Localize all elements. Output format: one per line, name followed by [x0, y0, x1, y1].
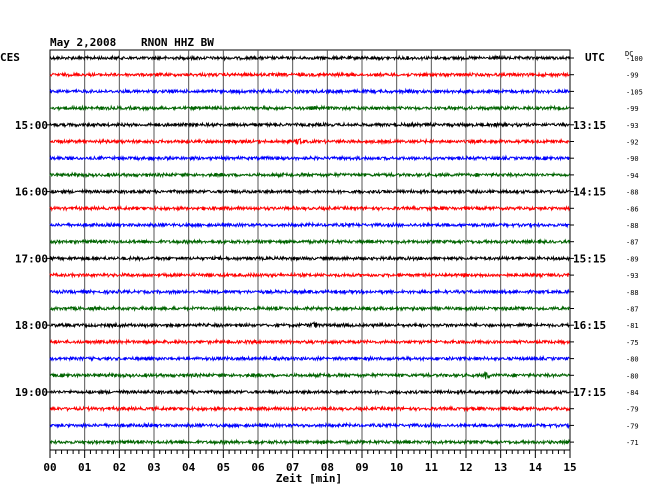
- trace-row: [49, 371, 571, 380]
- x-tick-label: 13: [494, 461, 507, 474]
- right-time-label: 16:15: [573, 319, 606, 332]
- dc-offset-label: -93: [626, 272, 639, 280]
- x-tick-label: 07: [286, 461, 299, 474]
- right-time-label: 13:15: [573, 119, 606, 132]
- trace-row: [49, 137, 570, 146]
- x-tick-label: 04: [182, 461, 196, 474]
- dc-offset-label: -80: [626, 372, 639, 380]
- left-time-label: 16:00: [15, 186, 48, 199]
- trace-row: [49, 338, 571, 346]
- grid-layer: [46, 49, 574, 458]
- trace-row: [49, 254, 571, 263]
- dc-offset-label: -71: [626, 439, 639, 447]
- trace-row: [49, 171, 571, 179]
- dc-offset-label: -79: [626, 422, 639, 430]
- trace-row: [49, 204, 571, 212]
- trace-row: [49, 438, 571, 446]
- trace-row: [49, 154, 571, 162]
- trace-row: [49, 71, 570, 79]
- right-time-label: 17:15: [573, 386, 606, 399]
- trace-row: [49, 238, 571, 246]
- dc-offset-label: -94: [626, 172, 639, 180]
- dc-offset-label: -99: [626, 105, 639, 113]
- trace-row: [49, 421, 570, 430]
- x-tick-label: 05: [217, 461, 230, 474]
- dc-offset-label: -88: [626, 222, 639, 230]
- header-station: RNON HHZ BW: [141, 36, 214, 49]
- x-tick-label: 12: [459, 461, 472, 474]
- header-date: May 2,2008: [50, 36, 116, 49]
- x-tick-label: 09: [355, 461, 368, 474]
- dc-offset-label: -87: [626, 239, 639, 247]
- right-timezone-label: UTC: [585, 51, 605, 64]
- dc-offset-label: -88: [626, 289, 639, 297]
- x-tick-label: 01: [78, 461, 92, 474]
- dc-offset-label: -84: [626, 389, 639, 397]
- dc-offset-label: -75: [626, 339, 639, 347]
- trace-row: [49, 104, 570, 112]
- trace-row: [49, 87, 571, 96]
- trace-row: [49, 388, 570, 396]
- trace-row: [49, 288, 570, 296]
- left-time-label: 15:00: [15, 119, 48, 132]
- left-time-label: 17:00: [15, 252, 48, 265]
- trace-layer: [49, 54, 571, 446]
- trace-row: [49, 354, 570, 363]
- dc-offset-label: -80: [626, 356, 639, 364]
- dc-offset-label: -100: [626, 55, 643, 63]
- x-tick-label: 00: [43, 461, 56, 474]
- label-layer: 00 01 02 03 04 05 06 07 08 09 10 11 12 13 14 15 -100 -99 -…: [15, 55, 643, 474]
- dc-header-label: DC: [625, 50, 633, 58]
- x-tick-label: 14: [529, 461, 543, 474]
- dc-offset-label: -87: [626, 306, 639, 314]
- x-axis-label: Zeit [min]: [276, 472, 342, 485]
- left-time-label: 18:00: [15, 319, 48, 332]
- dc-offset-label: -88: [626, 189, 639, 197]
- x-tick-label: 15: [563, 461, 576, 474]
- trace-row: [49, 221, 570, 229]
- dc-offset-label: -93: [626, 122, 639, 130]
- trace-row: [49, 320, 570, 329]
- trace-row: [49, 188, 570, 196]
- dc-offset-label: -81: [626, 322, 639, 330]
- trace-row: [49, 121, 570, 129]
- dc-offset-label: -86: [626, 205, 639, 213]
- dc-offset-label: -90: [626, 155, 639, 163]
- x-tick-label: 08: [321, 461, 334, 474]
- right-time-label: 14:15: [573, 186, 606, 199]
- right-time-label: 15:15: [573, 252, 606, 265]
- trace-row: [49, 54, 571, 62]
- dc-offset-label: -89: [626, 255, 639, 263]
- trace-row: [49, 271, 570, 280]
- dc-offset-label: -105: [626, 88, 643, 96]
- x-tick-label: 11: [425, 461, 439, 474]
- dc-offset-label: -92: [626, 139, 639, 147]
- left-time-label: 19:00: [15, 386, 48, 399]
- trace-row: [49, 404, 571, 413]
- x-tick-label: 02: [113, 461, 126, 474]
- dc-offset-label: -79: [626, 406, 639, 414]
- x-tick-label: 10: [390, 461, 403, 474]
- trace-row: [49, 304, 570, 313]
- dc-offset-label: -99: [626, 72, 639, 80]
- left-timezone-label: CES: [0, 51, 20, 64]
- x-tick-label: 03: [147, 461, 160, 474]
- x-tick-label: 06: [251, 461, 265, 474]
